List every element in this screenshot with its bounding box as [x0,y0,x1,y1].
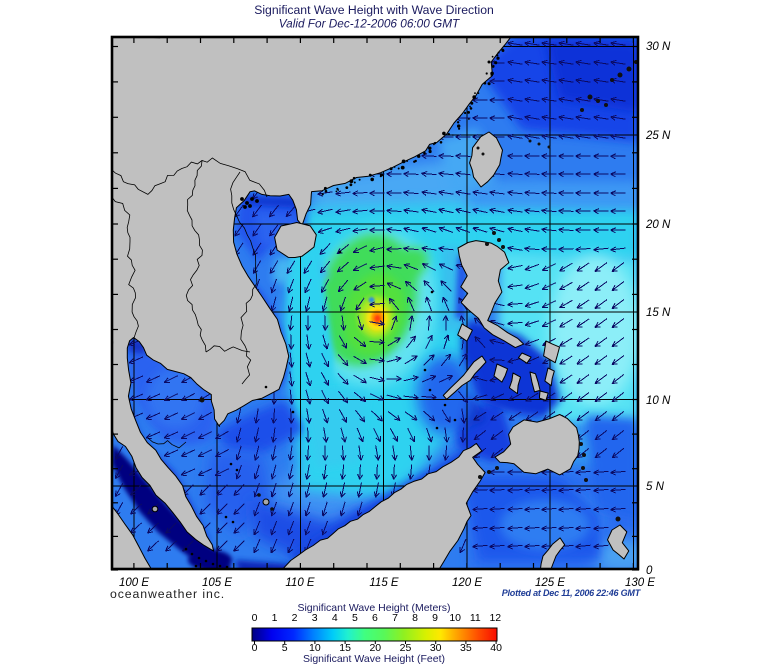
svg-text:130 E: 130 E [625,577,655,589]
svg-text:20: 20 [369,642,381,654]
svg-text:12: 12 [489,612,501,624]
svg-text:35: 35 [460,642,472,654]
svg-text:110 E: 110 E [285,577,315,589]
svg-text:100 E: 100 E [119,577,149,589]
svg-text:15: 15 [339,642,351,654]
svg-text:105 E: 105 E [202,577,232,589]
svg-text:Significant Wave Height (Meter: Significant Wave Height (Meters) [297,602,450,614]
svg-text:Plotted at Dec 11, 2006 22:46: Plotted at Dec 11, 2006 22:46 GMT [502,588,642,598]
svg-text:30: 30 [430,642,442,654]
svg-text:9: 9 [432,612,438,624]
svg-text:0: 0 [252,612,258,624]
svg-text:8: 8 [412,612,418,624]
svg-text:25: 25 [400,642,412,654]
svg-text:Significant Wave Height (Feet): Significant Wave Height (Feet) [303,653,445,665]
svg-text:5 N: 5 N [646,481,665,493]
svg-text:10: 10 [449,612,461,624]
svg-text:11: 11 [470,612,481,624]
svg-text:Significant Wave Height with W: Significant Wave Height with Wave Direct… [254,3,494,17]
svg-text:20 N: 20 N [645,219,671,231]
svg-text:10: 10 [309,642,321,654]
svg-text:115 E: 115 E [369,577,399,589]
svg-text:40: 40 [490,642,502,654]
svg-text:0: 0 [646,565,653,577]
svg-text:30 N: 30 N [646,41,671,53]
svg-text:10 N: 10 N [646,395,671,407]
svg-text:0: 0 [252,642,258,654]
svg-text:3: 3 [312,612,318,624]
svg-text:4: 4 [332,612,338,624]
svg-text:15 N: 15 N [646,307,671,319]
svg-text:Valid For Dec-12-2006 06:00 GM: Valid For Dec-12-2006 06:00 GMT [279,17,460,31]
svg-text:2: 2 [292,612,298,624]
svg-text:5: 5 [352,612,358,624]
svg-text:oceanweather inc.: oceanweather inc. [110,587,225,601]
svg-text:120 E: 120 E [452,577,482,589]
svg-text:5: 5 [282,642,288,654]
svg-text:1: 1 [272,612,278,624]
svg-text:6: 6 [372,612,378,624]
svg-text:7: 7 [392,612,398,624]
svg-text:25 N: 25 N [645,130,671,142]
svg-text:125 E: 125 E [535,577,565,589]
